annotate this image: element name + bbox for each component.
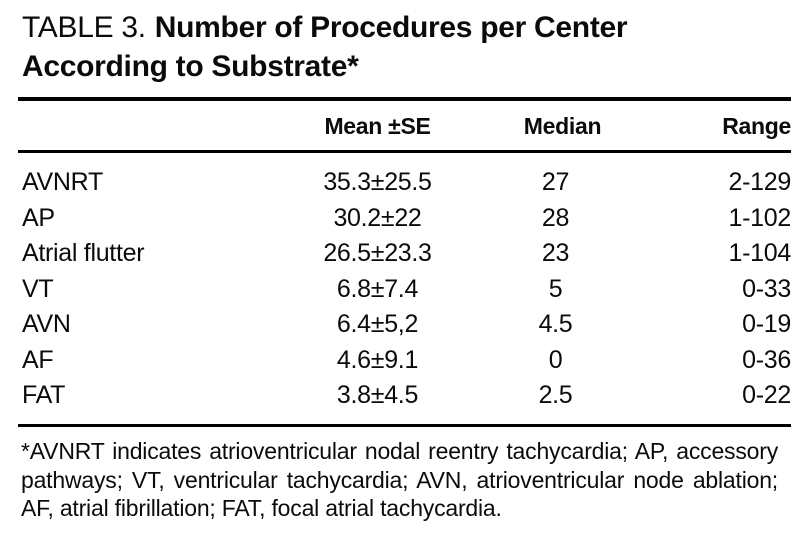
table-title: TABLE 3. Number of Procedures per Center … xyxy=(22,8,772,86)
table-row: AVNRT 35.3±25.5 27 2-129 xyxy=(18,165,791,201)
mean-se-cell: 30.2±22 xyxy=(333,203,422,232)
table-header-row: Mean ±SE Median Range xyxy=(18,103,791,149)
table-row: AVN 6.4±5,2 4.5 0-19 xyxy=(18,307,791,343)
rule-top xyxy=(18,97,791,101)
median-cell: 5 xyxy=(548,274,563,303)
footnote: *AVNRT indicates atrioventricular nodal … xyxy=(21,438,778,521)
substrate-cell: Atrial flutter xyxy=(22,239,145,268)
substrate-cell: AF xyxy=(22,345,54,374)
substrate-cell: AVNRT xyxy=(22,168,103,197)
median-cell: 2.5 xyxy=(538,381,573,410)
median-cell: 28 xyxy=(541,203,570,232)
table-row: VT 6.8±7.4 5 0-33 xyxy=(18,272,791,308)
rule-mid xyxy=(18,150,791,153)
median-cell: 23 xyxy=(541,239,570,268)
column-header-median: Median xyxy=(523,112,602,139)
range-cell: 0-19 xyxy=(742,310,791,339)
table-title-line1: Number of Procedures per Center xyxy=(154,11,628,44)
mean-se-cell: 4.6±9.1 xyxy=(336,345,419,374)
median-cell: 4.5 xyxy=(538,310,573,339)
column-header-range: Range xyxy=(722,112,791,139)
range-cell: 0-22 xyxy=(742,381,791,410)
substrate-cell: AP xyxy=(22,203,55,232)
table-body: AVNRT 35.3±25.5 27 2-129 AP 30.2±22 28 1… xyxy=(18,165,791,414)
mean-se-cell: 26.5±23.3 xyxy=(323,239,432,268)
range-cell: 2-129 xyxy=(728,168,792,197)
mean-se-cell: 6.4±5,2 xyxy=(336,310,419,339)
substrate-cell: FAT xyxy=(22,381,66,410)
mean-se-cell: 3.8±4.5 xyxy=(336,381,419,410)
mean-se-cell: 35.3±25.5 xyxy=(323,168,432,197)
table-row: Atrial flutter 26.5±23.3 23 1-104 xyxy=(18,236,791,272)
column-header-mean-se: Mean ±SE xyxy=(324,112,431,139)
table-title-line2: According to Substrate* xyxy=(22,50,359,83)
median-cell: 27 xyxy=(541,168,570,197)
table-row: AP 30.2±22 28 1-102 xyxy=(18,201,791,237)
range-cell: 1-104 xyxy=(728,239,792,268)
mean-se-cell: 6.8±7.4 xyxy=(336,274,419,303)
rule-bottom xyxy=(18,424,791,427)
range-cell: 0-33 xyxy=(742,274,791,303)
substrate-cell: AVN xyxy=(22,310,71,339)
substrate-cell: VT xyxy=(22,274,54,303)
range-cell: 1-102 xyxy=(728,203,792,232)
table-row: FAT 3.8±4.5 2.5 0-22 xyxy=(18,378,791,414)
table-row: AF 4.6±9.1 0 0-36 xyxy=(18,343,791,379)
range-cell: 0-36 xyxy=(742,345,791,374)
table-number-label: TABLE 3. xyxy=(22,11,146,44)
median-cell: 0 xyxy=(548,345,563,374)
